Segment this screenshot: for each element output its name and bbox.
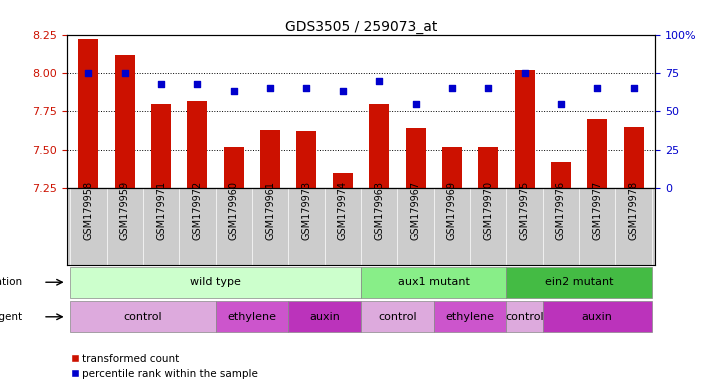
Text: genotype/variation: genotype/variation [0, 277, 22, 287]
Bar [587, 119, 607, 188]
Bar [79, 39, 98, 188]
Bar [506, 267, 652, 298]
Bar [361, 267, 506, 298]
Text: control: control [378, 312, 416, 322]
Bar [506, 301, 543, 332]
Bar [70, 267, 361, 298]
Bar [288, 301, 361, 332]
Point [555, 101, 566, 107]
Point [229, 88, 240, 94]
Bar [551, 162, 571, 188]
Bar [216, 301, 288, 332]
Bar [297, 131, 316, 188]
Point [374, 78, 385, 84]
Bar [478, 147, 498, 188]
Bar [115, 55, 135, 188]
Bar [624, 127, 644, 188]
Bar [70, 301, 216, 332]
Point [264, 85, 275, 91]
Bar [187, 101, 207, 188]
Bar [515, 70, 535, 188]
Point [410, 101, 421, 107]
Point [156, 81, 167, 87]
Bar [369, 104, 389, 188]
Text: auxin: auxin [309, 312, 340, 322]
Text: ethylene: ethylene [446, 312, 495, 322]
Bar [434, 301, 506, 332]
Bar [361, 301, 434, 332]
Point [192, 81, 203, 87]
Point [83, 70, 94, 76]
Point [482, 85, 494, 91]
Text: agent: agent [0, 312, 22, 322]
Point [519, 70, 530, 76]
Text: auxin: auxin [582, 312, 613, 322]
Text: control: control [505, 312, 544, 322]
Text: aux1 mutant: aux1 mutant [397, 277, 470, 287]
Text: ein2 mutant: ein2 mutant [545, 277, 613, 287]
Bar [260, 130, 280, 188]
Point [628, 85, 639, 91]
Bar [543, 301, 652, 332]
Bar [151, 104, 171, 188]
Point [592, 85, 603, 91]
Bar [442, 147, 462, 188]
Point [447, 85, 458, 91]
Title: GDS3505 / 259073_at: GDS3505 / 259073_at [285, 20, 437, 33]
Text: ethylene: ethylene [227, 312, 276, 322]
Bar [333, 173, 353, 188]
Text: wild type: wild type [190, 277, 241, 287]
Text: control: control [123, 312, 162, 322]
Point [301, 85, 312, 91]
Bar [406, 128, 426, 188]
Point [337, 88, 348, 94]
Legend: transformed count, percentile rank within the sample: transformed count, percentile rank withi… [72, 354, 258, 379]
Bar [224, 147, 244, 188]
Point [119, 70, 130, 76]
